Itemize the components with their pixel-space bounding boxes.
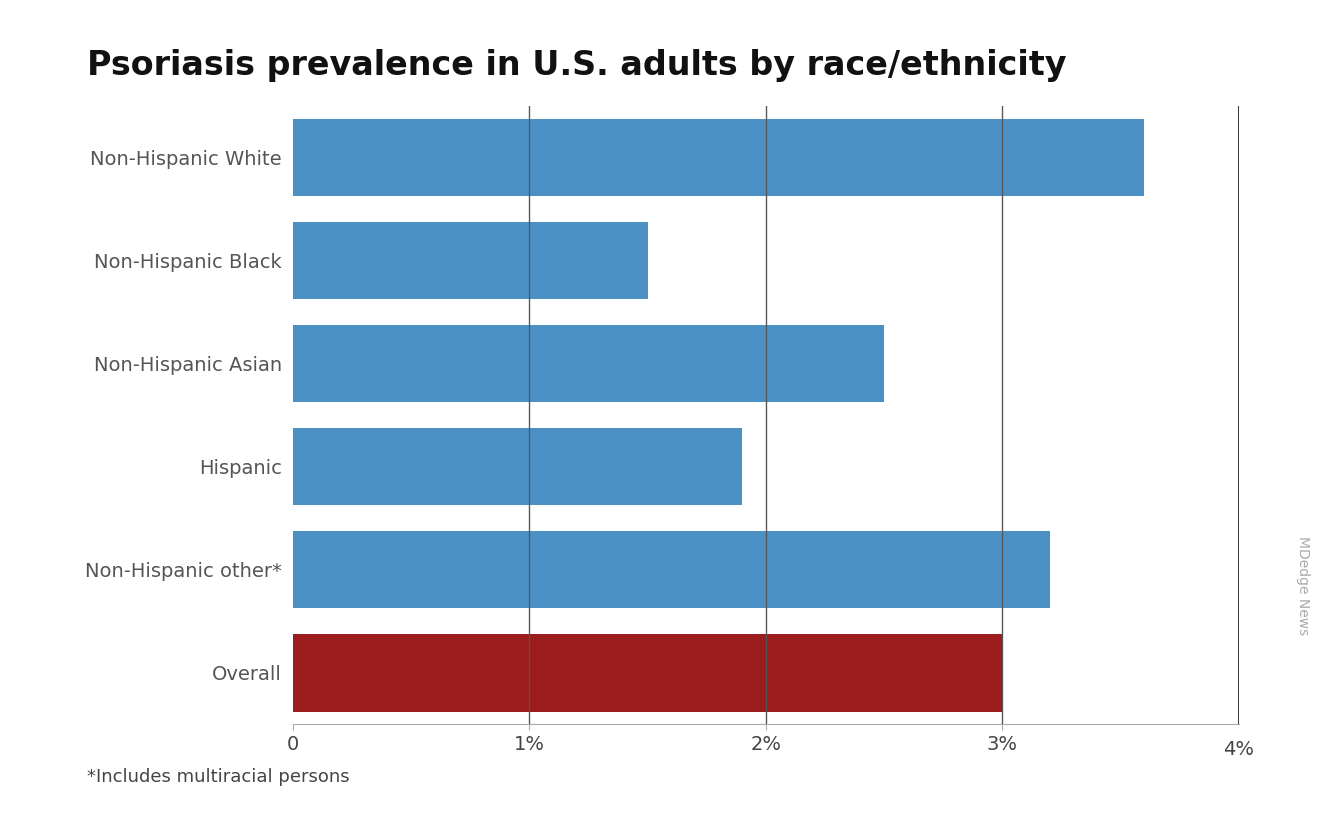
Text: 4%: 4% [1223, 740, 1255, 759]
Bar [293, 634, 1002, 711]
Text: Psoriasis prevalence in U.S. adults by race/ethnicity: Psoriasis prevalence in U.S. adults by r… [87, 49, 1066, 82]
Text: MDedge News: MDedge News [1296, 536, 1309, 636]
Bar [293, 428, 742, 505]
Bar [293, 325, 884, 402]
Bar [293, 222, 647, 300]
Bar [293, 532, 1050, 609]
Text: *Includes multiracial persons: *Includes multiracial persons [87, 768, 349, 786]
Bar [293, 119, 1144, 196]
